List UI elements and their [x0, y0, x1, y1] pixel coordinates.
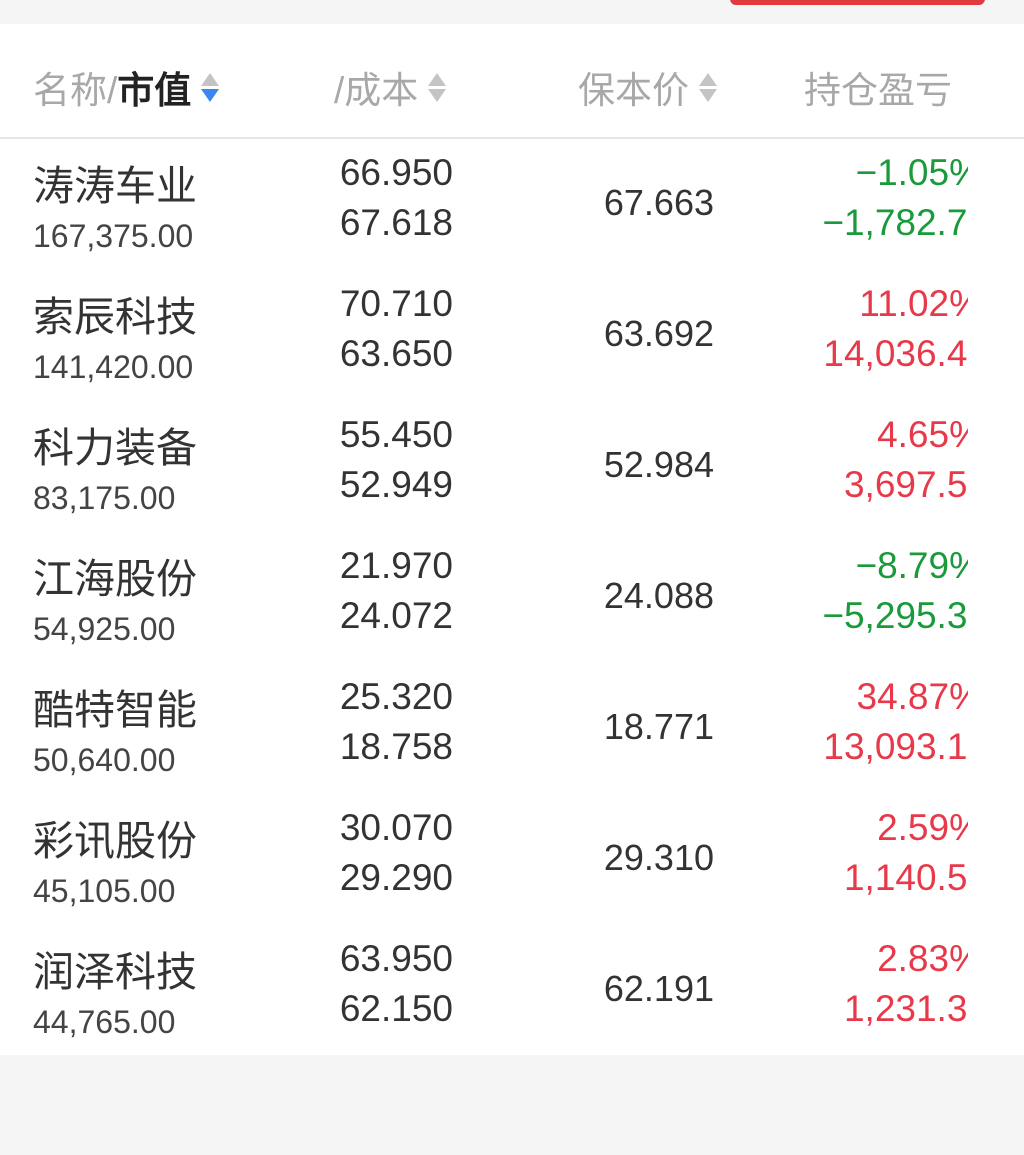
price-label: /成本 — [334, 70, 419, 111]
break-even-price: 62.191 — [603, 968, 714, 1009]
pl-percent: 11.02% — [859, 283, 968, 324]
break-even-price: 29.310 — [603, 837, 714, 878]
current-price: 30.070 — [339, 807, 453, 848]
position-pl: 2.83% 1,231.33 — [760, 938, 968, 1048]
name-label: 名称/ — [33, 70, 118, 111]
cost-price: 29.290 — [339, 857, 453, 898]
current-price: 66.950 — [339, 152, 453, 193]
cost-price: 63.650 — [339, 333, 453, 374]
price-cost: 66.950 67.618 — [334, 152, 453, 262]
bep-label: 保本价 — [578, 70, 689, 111]
break-even-price: 18.771 — [603, 706, 714, 747]
stock-name: 索辰科技 — [33, 294, 197, 340]
current-price: 21.970 — [339, 545, 453, 586]
market-value-label: 市值 — [117, 70, 192, 111]
stock-name: 科力装备 — [33, 425, 197, 471]
price-cost: 21.970 24.072 — [334, 545, 453, 655]
pl-amount: −5,295.32 — [822, 595, 968, 636]
sort-market-value[interactable]: 名称/市值 — [33, 60, 220, 114]
market-value: 167,375.00 — [33, 218, 194, 254]
price-cost: 25.320 18.758 — [334, 676, 453, 786]
price-cost: 63.950 62.150 — [334, 938, 453, 1048]
market-value: 44,765.00 — [33, 1004, 176, 1040]
position-pl: 11.02% 14,036.42 — [760, 283, 968, 393]
top-action-button[interactable] — [730, 0, 985, 5]
position-pl: −1.05% −1,782.71 — [760, 152, 968, 262]
market-value: 141,420.00 — [33, 349, 194, 385]
market-value: 45,105.00 — [33, 873, 176, 909]
position-pl: 34.87% 13,093.16 — [760, 676, 968, 786]
table-row[interactable]: 彩讯股份 45,105.00 30.070 29.290 29.310 2.59%… — [0, 795, 1024, 926]
table-row[interactable]: 索辰科技 141,420.00 70.710 63.650 63.692 11.0… — [0, 271, 1024, 402]
price-cost: 70.710 63.650 — [334, 283, 453, 393]
pl-amount: 3,697.57 — [843, 464, 968, 505]
stock-name: 酷特智能 — [33, 687, 197, 733]
sort-icon — [428, 72, 447, 102]
current-price: 55.450 — [339, 414, 453, 455]
break-even-price: 63.692 — [603, 313, 714, 354]
position-pl: −8.79% −5,295.32 — [760, 545, 968, 655]
pl-amount: 13,093.16 — [823, 726, 968, 767]
sort-bep[interactable]: 保本价 — [578, 60, 717, 114]
pl-percent: 4.65% — [877, 414, 968, 455]
stock-name: 江海股份 — [33, 556, 197, 602]
market-value: 50,640.00 — [33, 742, 176, 778]
cost-price: 18.758 — [339, 726, 453, 767]
table-row[interactable]: 科力装备 83,175.00 55.450 52.949 52.984 4.65%… — [0, 402, 1024, 533]
sort-cost[interactable]: /成本 — [334, 60, 447, 114]
holdings-table: 名称/市值 /成本 保本价 持仓盈亏 涛涛车业 167,375.00 66.95… — [0, 24, 1024, 1055]
current-price: 70.710 — [339, 283, 453, 324]
current-price: 63.950 — [339, 938, 453, 979]
pl-percent: 2.83% — [877, 938, 968, 979]
position-pl: 4.65% 3,697.57 — [760, 414, 968, 524]
stock-name: 彩讯股份 — [33, 818, 197, 864]
pl-percent: 34.87% — [856, 676, 969, 717]
table-row[interactable]: 酷特智能 50,640.00 25.320 18.758 18.771 34.87… — [0, 664, 1024, 795]
pl-amount: 1,231.33 — [843, 988, 968, 1029]
price-cost: 55.450 52.949 — [334, 414, 453, 524]
stock-name: 润泽科技 — [33, 949, 197, 995]
market-value: 83,175.00 — [33, 480, 176, 516]
pl-amount: 14,036.42 — [823, 333, 968, 374]
pl-percent: −1.05% — [855, 152, 968, 193]
cost-price: 67.618 — [339, 202, 453, 243]
table-row[interactable]: 涛涛车业 167,375.00 66.950 67.618 67.663 −1.0… — [0, 140, 1024, 271]
pl-header: 持仓盈亏 — [804, 60, 952, 114]
stock-name: 涛涛车业 — [33, 163, 197, 209]
market-value: 54,925.00 — [33, 611, 176, 647]
table-row[interactable]: 润泽科技 44,765.00 63.950 62.150 62.191 2.83%… — [0, 926, 1024, 1057]
sort-icon — [201, 72, 220, 102]
table-row[interactable]: 江海股份 54,925.00 21.970 24.072 24.088 −8.79… — [0, 533, 1024, 664]
pl-percent: 2.59% — [877, 807, 968, 848]
pl-label: 持仓盈亏 — [804, 70, 952, 111]
cost-price: 62.150 — [339, 988, 453, 1029]
position-pl: 2.59% 1,140.56 — [760, 807, 968, 917]
table-header: 名称/市值 /成本 保本价 持仓盈亏 — [0, 24, 1024, 139]
cost-price: 24.072 — [339, 595, 453, 636]
sort-icon — [699, 72, 717, 102]
cost-price: 52.949 — [339, 464, 453, 505]
pl-amount: −1,782.71 — [822, 202, 968, 243]
break-even-price: 24.088 — [603, 575, 714, 616]
pl-percent: −8.79% — [855, 545, 968, 586]
current-price: 25.320 — [339, 676, 453, 717]
break-even-price: 52.984 — [603, 444, 714, 485]
break-even-price: 67.663 — [603, 182, 714, 223]
price-cost: 30.070 29.290 — [334, 807, 453, 917]
pl-amount: 1,140.56 — [843, 857, 968, 898]
